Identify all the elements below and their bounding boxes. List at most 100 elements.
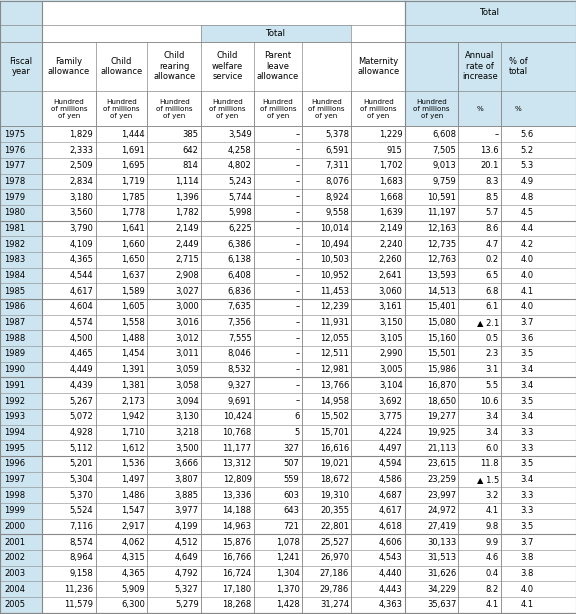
Text: 3.4: 3.4 [520,412,533,421]
Text: 1979: 1979 [4,193,25,201]
Text: 10,494: 10,494 [320,239,349,249]
Text: 4,465: 4,465 [70,349,93,359]
Text: 31,513: 31,513 [427,553,456,562]
Text: 31,626: 31,626 [427,569,456,578]
Text: 8,532: 8,532 [228,365,252,374]
Text: 3,500: 3,500 [175,443,199,453]
Text: 3.8: 3.8 [520,553,533,562]
Text: 31,274: 31,274 [320,600,349,610]
Text: 15,080: 15,080 [427,318,456,327]
Text: 5.6: 5.6 [520,130,533,139]
Text: 3.4: 3.4 [520,365,533,374]
Text: 3.8: 3.8 [520,569,533,578]
Bar [42,42,405,91]
Text: 1,381: 1,381 [122,381,145,390]
Text: 13,593: 13,593 [427,271,456,280]
Text: 1998: 1998 [4,491,25,500]
Text: 3.4: 3.4 [520,475,533,484]
Text: 507: 507 [283,459,300,468]
Text: 1,454: 1,454 [122,349,145,359]
Text: 3,011: 3,011 [175,349,199,359]
Text: Annual
rate of
increase: Annual rate of increase [462,52,498,81]
Text: 15,160: 15,160 [427,334,456,343]
Text: Fiscal
year: Fiscal year [9,56,33,76]
Text: 1,078: 1,078 [276,538,300,546]
Text: Child
rearing
allowance: Child rearing allowance [153,52,195,81]
Text: –: – [295,397,300,405]
Bar [42,1,405,25]
Bar [0,220,42,236]
Text: –: – [295,130,300,139]
Text: 3.4: 3.4 [486,428,499,437]
Text: 3,094: 3,094 [175,397,199,405]
Text: 16,724: 16,724 [222,569,252,578]
Text: Hundred
of millions
of yen: Hundred of millions of yen [414,99,450,119]
Text: 4.1: 4.1 [520,600,533,610]
Text: %: % [476,106,483,112]
Text: 17,180: 17,180 [222,585,252,594]
Text: 6,591: 6,591 [325,146,349,155]
Bar [42,236,576,252]
Text: 1977: 1977 [4,161,25,170]
Bar [42,409,576,424]
Text: 24,972: 24,972 [427,507,456,515]
Text: 13.6: 13.6 [480,146,499,155]
Text: 2,917: 2,917 [122,522,145,531]
Text: –: – [295,334,300,343]
Bar [42,283,576,299]
Text: 4,687: 4,687 [378,491,403,500]
Text: 12,163: 12,163 [427,224,456,233]
Text: 642: 642 [183,146,199,155]
Text: 1,536: 1,536 [122,459,145,468]
Text: 4,543: 4,543 [379,553,403,562]
Text: 5.5: 5.5 [486,381,499,390]
Text: –: – [295,239,300,249]
Text: 8,924: 8,924 [325,193,349,201]
Bar [0,346,42,362]
Bar [0,581,42,597]
Text: 11,579: 11,579 [65,600,93,610]
Text: 12,763: 12,763 [427,255,456,264]
Text: 3.1: 3.1 [486,365,499,374]
Bar [42,550,576,565]
Text: 4,792: 4,792 [175,569,199,578]
Text: 3,105: 3,105 [379,334,403,343]
Bar [42,378,576,393]
Bar [42,440,576,456]
Bar [405,1,576,25]
Text: 1,488: 1,488 [122,334,145,343]
Bar [0,488,42,503]
Text: 11,177: 11,177 [222,443,252,453]
Text: 8,046: 8,046 [228,349,252,359]
Text: Hundred
of millions
of yen: Hundred of millions of yen [260,99,296,119]
Bar [42,565,576,581]
Text: 8.6: 8.6 [486,224,499,233]
Text: 3.6: 3.6 [520,334,533,343]
Bar [42,91,405,126]
Text: 2,240: 2,240 [379,239,403,249]
Text: 9,327: 9,327 [228,381,252,390]
Text: 4,617: 4,617 [379,507,403,515]
Text: 1,695: 1,695 [122,161,145,170]
Text: 721: 721 [283,522,300,531]
Text: 8,076: 8,076 [325,177,349,186]
Text: 3.5: 3.5 [520,397,533,405]
Text: 15,986: 15,986 [427,365,456,374]
Text: 3.3: 3.3 [520,428,533,437]
Text: 4,500: 4,500 [70,334,93,343]
Text: 327: 327 [283,443,300,453]
Text: 12,239: 12,239 [320,302,349,311]
Text: 1990: 1990 [4,365,25,374]
Text: 2,509: 2,509 [70,161,93,170]
Text: 1987: 1987 [4,318,25,327]
Text: 14,513: 14,513 [427,287,456,296]
Text: 4,443: 4,443 [379,585,403,594]
Text: 4,439: 4,439 [70,381,93,390]
Text: 3,549: 3,549 [228,130,252,139]
Text: 4,449: 4,449 [70,365,93,374]
Text: 4.5: 4.5 [520,208,533,217]
Text: 2,449: 2,449 [175,239,199,249]
Text: 11,197: 11,197 [427,208,456,217]
Text: 3,775: 3,775 [378,412,403,421]
Text: 5,279: 5,279 [175,600,199,610]
